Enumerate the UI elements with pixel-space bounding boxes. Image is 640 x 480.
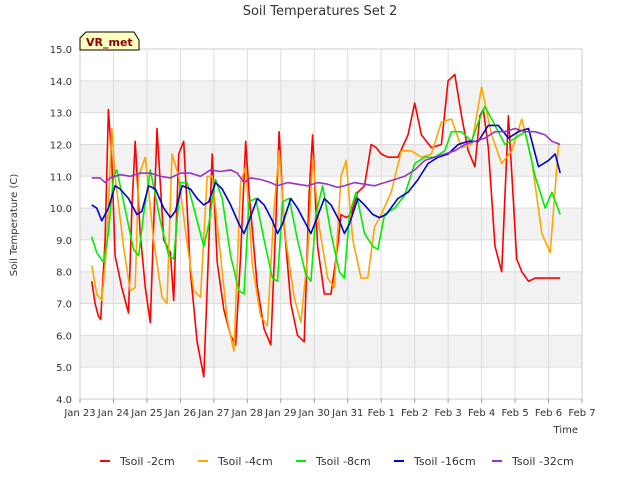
legend: Tsoil -2cm Tsoil -4cm Tsoil -8cm Tsoil -16c… bbox=[100, 455, 574, 468]
y-tick-label: 9.0 bbox=[56, 236, 72, 247]
plot-band bbox=[80, 80, 582, 113]
y-tick-label: 7.0 bbox=[56, 300, 72, 311]
series-line-4 bbox=[91, 124, 561, 235]
plot-band bbox=[80, 271, 582, 304]
x-tick-label: Jan 24 bbox=[97, 408, 129, 419]
x-tick-label: Jan 31 bbox=[331, 408, 363, 419]
y-tick-label: 10.0 bbox=[50, 204, 72, 215]
x-tick-label: Feb 4 bbox=[468, 408, 495, 419]
legend-label-3: Tsoil -8cm bbox=[315, 455, 371, 468]
plot-band bbox=[80, 335, 582, 368]
x-tick-label: Feb 3 bbox=[435, 408, 462, 419]
y-tick-label: 8.0 bbox=[56, 268, 72, 279]
x-tick-label: Jan 26 bbox=[164, 408, 196, 419]
station-badge-shape bbox=[79, 31, 140, 51]
plot-bands bbox=[80, 80, 582, 368]
x-tick-label: Jan 30 bbox=[298, 408, 330, 419]
y-tick-label: 6.0 bbox=[56, 331, 72, 342]
station-badge-text: VR_met bbox=[86, 36, 133, 49]
legend-label-1: Tsoil -2cm bbox=[119, 455, 175, 468]
y-tick-label: 15.0 bbox=[50, 45, 72, 56]
station-badge: VR_met bbox=[79, 31, 140, 51]
x-tick-label: Jan 29 bbox=[264, 408, 296, 419]
y-tick-label: 14.0 bbox=[50, 77, 72, 88]
x-tick-label: Jan 28 bbox=[231, 408, 263, 419]
legend-label-4: Tsoil -16cm bbox=[413, 455, 476, 468]
y-axis-ticks: 4.0 5.0 6.0 7.0 8.0 9.0 10.0 11.0 12.0 13.0 14.0 15… bbox=[50, 45, 72, 406]
legend-label-5: Tsoil -32cm bbox=[511, 455, 574, 468]
legend-label-2: Tsoil -4cm bbox=[217, 455, 273, 468]
y-tick-label: 11.0 bbox=[50, 172, 72, 183]
series-layer bbox=[90, 73, 561, 378]
x-tick-label: Feb 5 bbox=[501, 408, 528, 419]
x-tick-label: Feb 7 bbox=[568, 408, 595, 419]
x-tick-label: Jan 23 bbox=[63, 408, 95, 419]
x-tick-label: Jan 27 bbox=[197, 408, 229, 419]
y-tick-label: 12.0 bbox=[50, 140, 72, 151]
y-tick-label: 5.0 bbox=[56, 363, 72, 374]
chart-title: Soil Temperatures Set 2 bbox=[243, 4, 398, 19]
y-axis-label: Soil Temperature (C) bbox=[9, 174, 20, 277]
series-line-2 bbox=[90, 86, 560, 353]
x-tick-label: Feb 1 bbox=[368, 408, 395, 419]
plot-band bbox=[80, 144, 582, 177]
series-line-3 bbox=[90, 105, 561, 295]
y-tick-label: 4.0 bbox=[56, 395, 72, 406]
plot-frame bbox=[79, 48, 583, 400]
x-tick-label: Feb 6 bbox=[535, 408, 562, 419]
x-tick-label: Jan 25 bbox=[130, 408, 162, 419]
y-tick-label: 13.0 bbox=[50, 109, 72, 120]
series-line-5 bbox=[91, 127, 561, 189]
x-tick-label: Feb 2 bbox=[401, 408, 428, 419]
x-axis-ticks: Jan 23 Jan 24 Jan 25 Jan 26 Jan 27 Jan 28 Jan … bbox=[63, 399, 596, 419]
x-axis-label: Time bbox=[553, 425, 578, 436]
